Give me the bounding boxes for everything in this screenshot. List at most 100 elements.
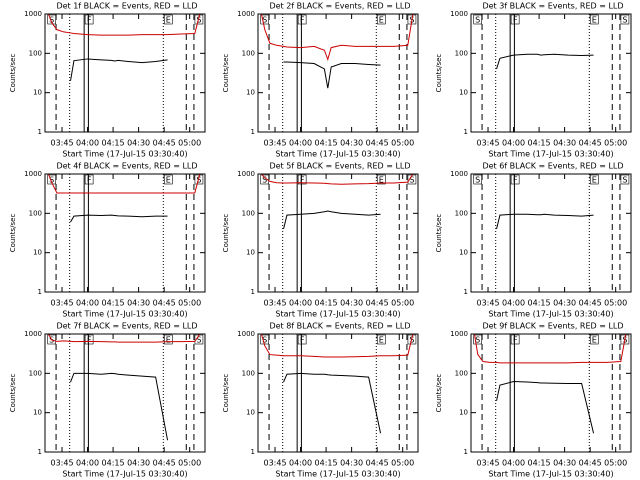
y-axis-label: Counts/sec [9, 54, 17, 93]
y-tick-label: 100 [29, 209, 42, 217]
y-tick-label: 1000 [450, 10, 468, 18]
y-tick-label: 10 [246, 249, 255, 257]
y-axis-label: Counts/sec [9, 214, 17, 253]
y-axis-label: Counts/sec [435, 374, 443, 413]
x-axis-label: Start Time (17-Jul-15 03:30:40) [488, 470, 613, 479]
event-label-box [376, 334, 386, 345]
y-tick-label: 1 [251, 128, 255, 136]
panel: Det 1f BLACK = Events, RED = LLD Counts/s… [9, 2, 206, 159]
panel-title: Det 8f BLACK = Events, RED = LLD [269, 322, 410, 331]
event-label-box [589, 14, 599, 25]
panel: Det 8f BLACK = Events, RED = LLD Counts/s… [222, 322, 419, 479]
x-tick-label: 04:00 [502, 459, 525, 468]
y-tick-label: 1000 [24, 330, 42, 338]
y-axis-label: Counts/sec [9, 374, 17, 413]
x-tick-label: 03:45 [263, 459, 286, 468]
x-axis-label: Start Time (17-Jul-15 03:30:40) [275, 150, 400, 159]
x-axis-label: Start Time (17-Jul-15 03:30:40) [62, 470, 187, 479]
x-tick-label: 04:15 [528, 299, 551, 308]
x-tick-label: 04:30 [553, 459, 576, 468]
plot-frame [470, 333, 632, 453]
panel-title: Det 1f BLACK = Events, RED = LLD [56, 2, 197, 11]
panel: Det 7f BLACK = Events, RED = LLD Counts/s… [9, 322, 206, 479]
series-line [70, 58, 168, 81]
x-tick-label: 04:45 [579, 299, 602, 308]
x-tick-label: 04:45 [153, 139, 176, 148]
x-tick-label: 05:00 [178, 139, 201, 148]
series-line [260, 333, 414, 358]
y-tick-label: 100 [242, 49, 255, 57]
event-label: S [262, 176, 267, 185]
x-tick-label: 05:00 [604, 139, 627, 148]
x-tick-label: 04:00 [289, 299, 312, 308]
event-label: E [592, 336, 597, 345]
y-tick-label: 1000 [237, 170, 255, 178]
y-tick-label: 10 [33, 89, 42, 97]
panel: Det 9f BLACK = Events, RED = LLD Counts/s… [435, 322, 632, 479]
x-tick-label: 05:00 [391, 139, 414, 148]
event-label-box [620, 174, 630, 185]
panel: Det 2f BLACK = Events, RED = LLD Counts/s… [222, 2, 419, 159]
x-tick-label: 04:00 [502, 139, 525, 148]
event-label: E [592, 176, 597, 185]
event-label: F [513, 176, 518, 185]
y-tick-label: 1 [251, 448, 255, 456]
y-axis-label: Counts/sec [222, 374, 230, 413]
event-label: F [87, 336, 92, 345]
event-label: E [379, 16, 384, 25]
plot-frame [470, 13, 632, 133]
event-label: S [49, 176, 54, 185]
y-tick-label: 100 [29, 369, 42, 377]
series-line [70, 214, 168, 223]
x-tick-label: 04:15 [102, 299, 125, 308]
panel: Det 3f BLACK = Events, RED = LLD Counts/s… [435, 2, 632, 159]
x-tick-label: 05:00 [604, 299, 627, 308]
x-tick-label: 03:45 [476, 299, 499, 308]
x-tick-label: 03:45 [50, 299, 73, 308]
event-label: S [196, 176, 201, 185]
y-axis-label: Counts/sec [222, 214, 230, 253]
event-label: S [475, 336, 480, 345]
x-tick-label: 05:00 [604, 459, 627, 468]
event-label-box [194, 174, 204, 185]
y-tick-label: 1 [251, 288, 255, 296]
series-line [496, 53, 594, 70]
x-tick-label: 04:00 [76, 299, 99, 308]
event-label-box [84, 14, 94, 25]
series-line [47, 13, 201, 36]
plot-frame [44, 173, 206, 293]
y-tick-label: 100 [455, 49, 468, 57]
event-label: E [166, 16, 171, 25]
series-line [47, 173, 201, 194]
x-tick-label: 04:30 [553, 139, 576, 148]
plot-frame [44, 13, 206, 133]
x-tick-label: 03:45 [50, 139, 73, 148]
x-tick-label: 04:45 [366, 139, 389, 148]
x-tick-label: 03:45 [50, 459, 73, 468]
x-tick-label: 04:15 [528, 139, 551, 148]
x-tick-label: 04:15 [102, 139, 125, 148]
y-tick-label: 1 [38, 288, 42, 296]
event-label-box [297, 174, 307, 185]
series-line [47, 333, 201, 343]
event-label-box [297, 14, 307, 25]
y-tick-label: 1000 [237, 10, 255, 18]
panel-title: Det 4f BLACK = Events, RED = LLD [56, 162, 197, 171]
panel-title: Det 9f BLACK = Events, RED = LLD [482, 322, 623, 331]
event-label: S [475, 176, 480, 185]
x-tick-label: 04:00 [289, 459, 312, 468]
x-tick-label: 04:00 [76, 459, 99, 468]
x-tick-label: 04:30 [127, 299, 150, 308]
y-tick-label: 1 [464, 288, 468, 296]
x-tick-label: 04:45 [153, 299, 176, 308]
y-tick-label: 1000 [237, 330, 255, 338]
series-line [473, 333, 627, 364]
y-tick-label: 10 [246, 409, 255, 417]
y-tick-label: 100 [455, 209, 468, 217]
event-label: S [475, 16, 480, 25]
plot-frame [257, 173, 419, 293]
x-tick-label: 03:45 [263, 299, 286, 308]
